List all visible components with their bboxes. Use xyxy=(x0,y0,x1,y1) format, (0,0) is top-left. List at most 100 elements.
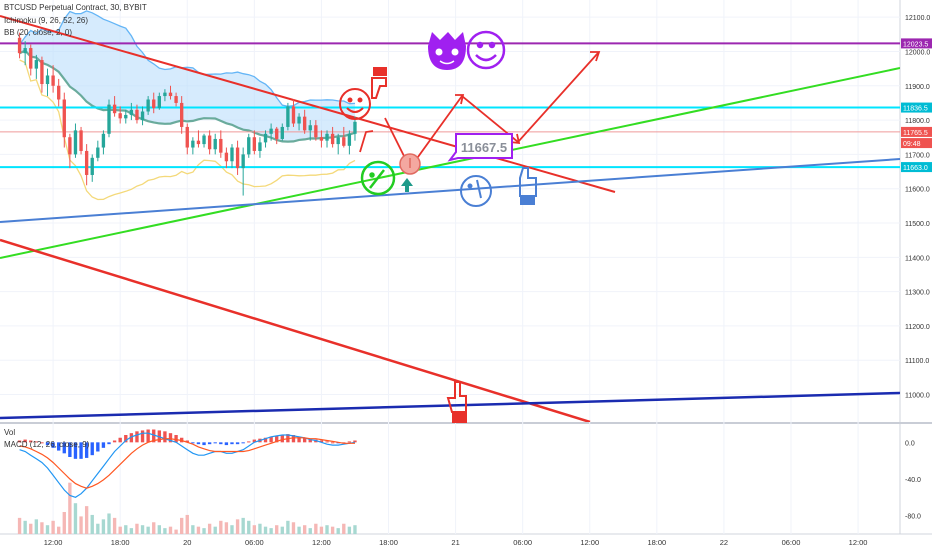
volume-bar xyxy=(241,517,245,534)
macd-hist-bar xyxy=(163,431,167,443)
candle-body xyxy=(258,142,262,151)
candle-body xyxy=(207,135,212,150)
macd-hist-bar xyxy=(29,440,33,443)
volume-bar xyxy=(252,525,257,534)
candle-body xyxy=(140,111,145,121)
time-tick: 06:00 xyxy=(513,538,532,547)
candle-body xyxy=(68,137,72,155)
time-tick: 12:00 xyxy=(580,538,599,547)
price-tick: 11900.0 xyxy=(905,84,930,91)
volume-bar xyxy=(202,528,206,534)
macd-line xyxy=(19,432,356,498)
macd-hist-bar xyxy=(263,437,268,443)
price-tick: 11200.0 xyxy=(905,324,930,331)
price-label-bg xyxy=(901,126,932,137)
teal-up-arrow-icon xyxy=(401,178,413,192)
candle-body xyxy=(79,130,83,151)
small-arrow xyxy=(359,130,374,153)
macd-hist-bar xyxy=(34,441,39,443)
price-label-bg xyxy=(901,38,932,49)
candle-body xyxy=(263,133,268,143)
price-label-text: 12023.5 xyxy=(903,41,928,48)
volume-bar xyxy=(330,526,335,534)
macd-hist-bar xyxy=(275,435,279,443)
volume-bar xyxy=(342,523,346,534)
volume-bar xyxy=(135,523,139,534)
volume-bar xyxy=(319,526,324,534)
candle-body xyxy=(17,37,22,54)
macd-hist-bar xyxy=(330,442,335,444)
macd-hist-bar xyxy=(302,437,307,443)
macd-hist-bar xyxy=(252,439,257,443)
price-tick: 11300.0 xyxy=(905,290,930,297)
volume-bar xyxy=(291,522,296,534)
candle-body xyxy=(90,157,94,175)
macd-hist-bar xyxy=(308,438,312,443)
volume-bar xyxy=(140,525,145,534)
red-down-hand-icon xyxy=(446,381,467,423)
price-tick: 11800.0 xyxy=(905,118,930,125)
legend-symbol: BTCUSD Perpetual Contract, 30, BYBIT xyxy=(4,3,147,12)
macd-hist-bar xyxy=(280,435,284,443)
macd-hist-bar xyxy=(84,442,89,458)
candle-body xyxy=(219,138,223,153)
time-tick: 12:00 xyxy=(312,538,331,547)
candle-body xyxy=(57,85,61,100)
legend-macd: MACD (12, 26, close, 9) xyxy=(4,440,90,449)
bb-basis-line xyxy=(19,49,356,143)
volume-bar xyxy=(40,522,44,534)
volume-bar xyxy=(258,523,262,534)
volume-bar xyxy=(180,517,184,534)
price-tick: 12100.0 xyxy=(905,15,930,22)
projection-arrows xyxy=(359,51,601,170)
candle-body xyxy=(291,106,296,124)
candle-body xyxy=(297,116,301,124)
purple-devil-icon xyxy=(428,32,466,70)
time-tick: 22 xyxy=(720,538,728,547)
volume-bar xyxy=(224,522,229,534)
macd-lines xyxy=(19,432,356,498)
macd-hist-bar xyxy=(79,442,83,459)
candle-body xyxy=(84,150,89,175)
macd-hist-bar xyxy=(62,442,66,454)
price-axis xyxy=(900,0,932,550)
candle-body xyxy=(168,92,173,97)
candle-body xyxy=(174,96,178,103)
arrow-head-1 xyxy=(455,94,465,105)
candle-body xyxy=(152,99,156,109)
macd-hist-bar xyxy=(23,439,27,443)
macd-hist-bar xyxy=(219,442,223,445)
volume-bar xyxy=(174,529,178,534)
volume-bar xyxy=(45,525,50,534)
candle-body xyxy=(302,116,307,131)
macd-hist-bar xyxy=(152,429,156,443)
volume-bar xyxy=(129,528,134,534)
signal-line xyxy=(19,437,355,489)
volume-bar xyxy=(29,523,33,534)
macd-hist-bar xyxy=(202,442,206,446)
candle-body xyxy=(269,128,273,134)
time-tick: 12:00 xyxy=(44,538,63,547)
volume-bar xyxy=(353,525,357,534)
volume-bar xyxy=(118,526,122,534)
candle-body xyxy=(118,113,122,119)
candle-body xyxy=(101,133,106,148)
macd-hist-bar xyxy=(213,442,217,444)
volume-bar xyxy=(62,512,66,534)
purple-smiley-icon xyxy=(466,30,506,70)
candle-body xyxy=(51,75,55,86)
volume-bar xyxy=(235,519,240,534)
macd-hist-bar xyxy=(96,442,100,452)
macd-hist-bar xyxy=(325,441,329,443)
volume-bar xyxy=(191,525,195,534)
volume-bar xyxy=(286,520,290,534)
volume-bar xyxy=(73,503,78,534)
macd-hist-bar xyxy=(196,442,201,445)
candle-body xyxy=(45,75,50,85)
macd-hist-bar xyxy=(297,436,301,443)
red-smiley-icon xyxy=(339,88,371,120)
price-tick: 11400.0 xyxy=(905,255,930,262)
candle-body xyxy=(34,60,39,69)
candle-body xyxy=(330,133,335,145)
